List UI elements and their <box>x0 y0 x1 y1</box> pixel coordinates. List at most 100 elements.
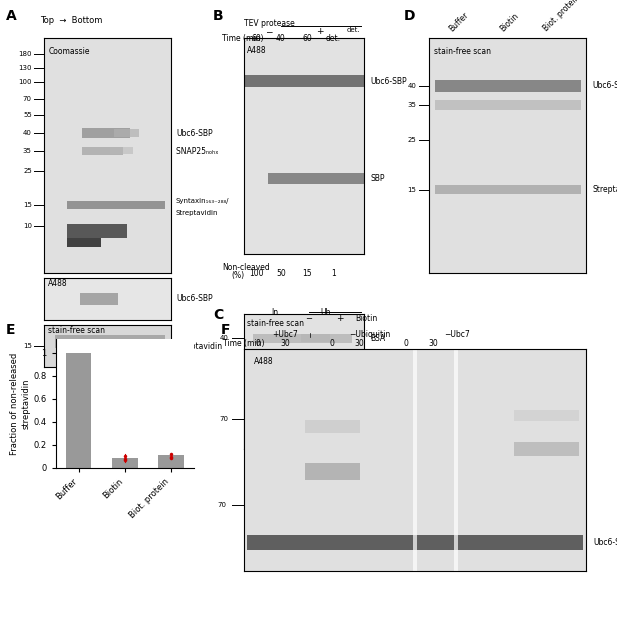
Text: TEV protease: TEV protease <box>244 19 294 28</box>
Text: (%): (%) <box>231 271 244 280</box>
Text: 50: 50 <box>276 269 286 278</box>
Text: 0: 0 <box>404 339 408 348</box>
Text: 25: 25 <box>23 168 32 174</box>
Text: Buffer: Buffer <box>448 10 471 33</box>
Text: Ubc6-SBP: Ubc6-SBP <box>593 538 617 547</box>
Text: Time (min): Time (min) <box>222 34 263 43</box>
Bar <box>66 353 91 468</box>
Bar <box>244 75 364 87</box>
Bar <box>67 224 126 238</box>
Bar <box>82 146 123 155</box>
Bar <box>159 455 184 468</box>
Text: BSA: BSA <box>370 334 385 343</box>
Bar <box>306 416 342 428</box>
Text: −: − <box>305 314 312 323</box>
Text: 35: 35 <box>407 102 416 108</box>
Text: SNAP25ₙₒ⁣ₕₓ: SNAP25ₙₒ⁣ₕₓ <box>176 148 218 156</box>
Text: 40: 40 <box>276 34 286 43</box>
Text: −Ubiquitin: −Ubiquitin <box>350 330 391 338</box>
Text: 130: 130 <box>19 65 32 72</box>
Bar <box>514 410 579 421</box>
Text: Biotinylated
protein: Biotinylated protein <box>370 415 412 429</box>
Text: 55: 55 <box>23 112 32 119</box>
Bar <box>302 334 330 342</box>
Bar <box>254 333 352 343</box>
Bar <box>114 129 139 137</box>
Text: A: A <box>6 9 17 23</box>
Text: Ub.: Ub. <box>321 308 333 317</box>
Text: Ubc6-SBP: Ubc6-SBP <box>176 295 213 303</box>
Text: −Ubc7: −Ubc7 <box>444 330 470 338</box>
Text: Top  →  Bottom: Top → Bottom <box>39 16 102 24</box>
Text: D: D <box>404 9 416 23</box>
Text: A488: A488 <box>247 46 267 55</box>
Text: 70: 70 <box>219 416 228 422</box>
Bar <box>435 80 581 92</box>
Bar <box>80 293 118 305</box>
Text: 70: 70 <box>23 96 32 102</box>
Bar <box>247 535 582 550</box>
Text: 40: 40 <box>219 335 228 341</box>
Text: SBP: SBP <box>370 174 384 183</box>
Bar <box>413 349 416 571</box>
Text: Time (min): Time (min) <box>223 339 265 348</box>
Text: A488: A488 <box>48 279 68 288</box>
Text: 40: 40 <box>23 130 32 136</box>
Text: 60: 60 <box>252 34 262 43</box>
Text: stain-free scan: stain-free scan <box>48 327 106 335</box>
Text: 180: 180 <box>19 51 32 57</box>
Text: Biotin: Biotin <box>498 11 520 33</box>
Text: 1: 1 <box>331 269 336 278</box>
Text: 15: 15 <box>23 343 32 349</box>
Bar <box>514 441 579 456</box>
Bar <box>254 416 294 428</box>
Y-axis label: Fraction of non-released
streptavidin: Fraction of non-released streptavidin <box>10 352 30 455</box>
Text: 35: 35 <box>23 148 32 154</box>
Bar <box>454 349 458 571</box>
Text: det.: det. <box>326 34 341 43</box>
Text: Ubc6-SBP: Ubc6-SBP <box>176 129 213 138</box>
Text: 0: 0 <box>329 339 334 348</box>
Text: 30: 30 <box>428 339 438 348</box>
Text: Syntaxin₁₆₃₋₂₈₈/: Syntaxin₁₆₃₋₂₈₈/ <box>176 198 230 204</box>
Text: Streptavidin: Streptavidin <box>176 342 223 350</box>
Bar <box>67 238 101 247</box>
Text: Streptavidin: Streptavidin <box>592 185 617 194</box>
Bar <box>82 128 130 138</box>
Text: 25: 25 <box>407 137 416 143</box>
Text: Ubc6-SBP: Ubc6-SBP <box>592 82 617 90</box>
Text: Non-cleaved: Non-cleaved <box>222 263 270 271</box>
Bar <box>435 100 581 109</box>
Text: 100: 100 <box>19 79 32 85</box>
Text: 15: 15 <box>302 269 312 278</box>
Text: +: + <box>336 314 343 323</box>
Bar <box>435 185 581 194</box>
Text: 15: 15 <box>23 202 32 208</box>
Text: Streptavidin: Streptavidin <box>176 210 218 216</box>
Text: det.: det. <box>347 27 360 33</box>
Bar <box>305 420 360 433</box>
Text: E: E <box>6 323 15 337</box>
Text: +: + <box>316 27 323 36</box>
Text: B: B <box>213 9 223 23</box>
Bar <box>110 147 133 154</box>
Text: 15: 15 <box>407 187 416 193</box>
Text: stain-free scan: stain-free scan <box>434 47 491 56</box>
Text: 30: 30 <box>354 339 364 348</box>
Bar <box>268 173 364 185</box>
Text: 30: 30 <box>280 339 290 348</box>
Text: Ubc6-SBP: Ubc6-SBP <box>370 77 407 85</box>
Text: Biotin: Biotin <box>355 314 377 323</box>
Text: stain-free scan: stain-free scan <box>247 320 304 328</box>
Text: Coomassie: Coomassie <box>48 47 89 56</box>
Text: 100: 100 <box>249 269 264 278</box>
Text: 60: 60 <box>302 34 312 43</box>
Text: Biot. protein: Biot. protein <box>542 0 582 33</box>
Bar <box>112 458 138 468</box>
Text: 10: 10 <box>23 223 32 229</box>
Text: −: − <box>265 27 272 36</box>
Text: F: F <box>221 323 230 337</box>
Text: 40: 40 <box>407 83 416 89</box>
Bar <box>305 463 360 480</box>
Bar <box>67 201 165 209</box>
